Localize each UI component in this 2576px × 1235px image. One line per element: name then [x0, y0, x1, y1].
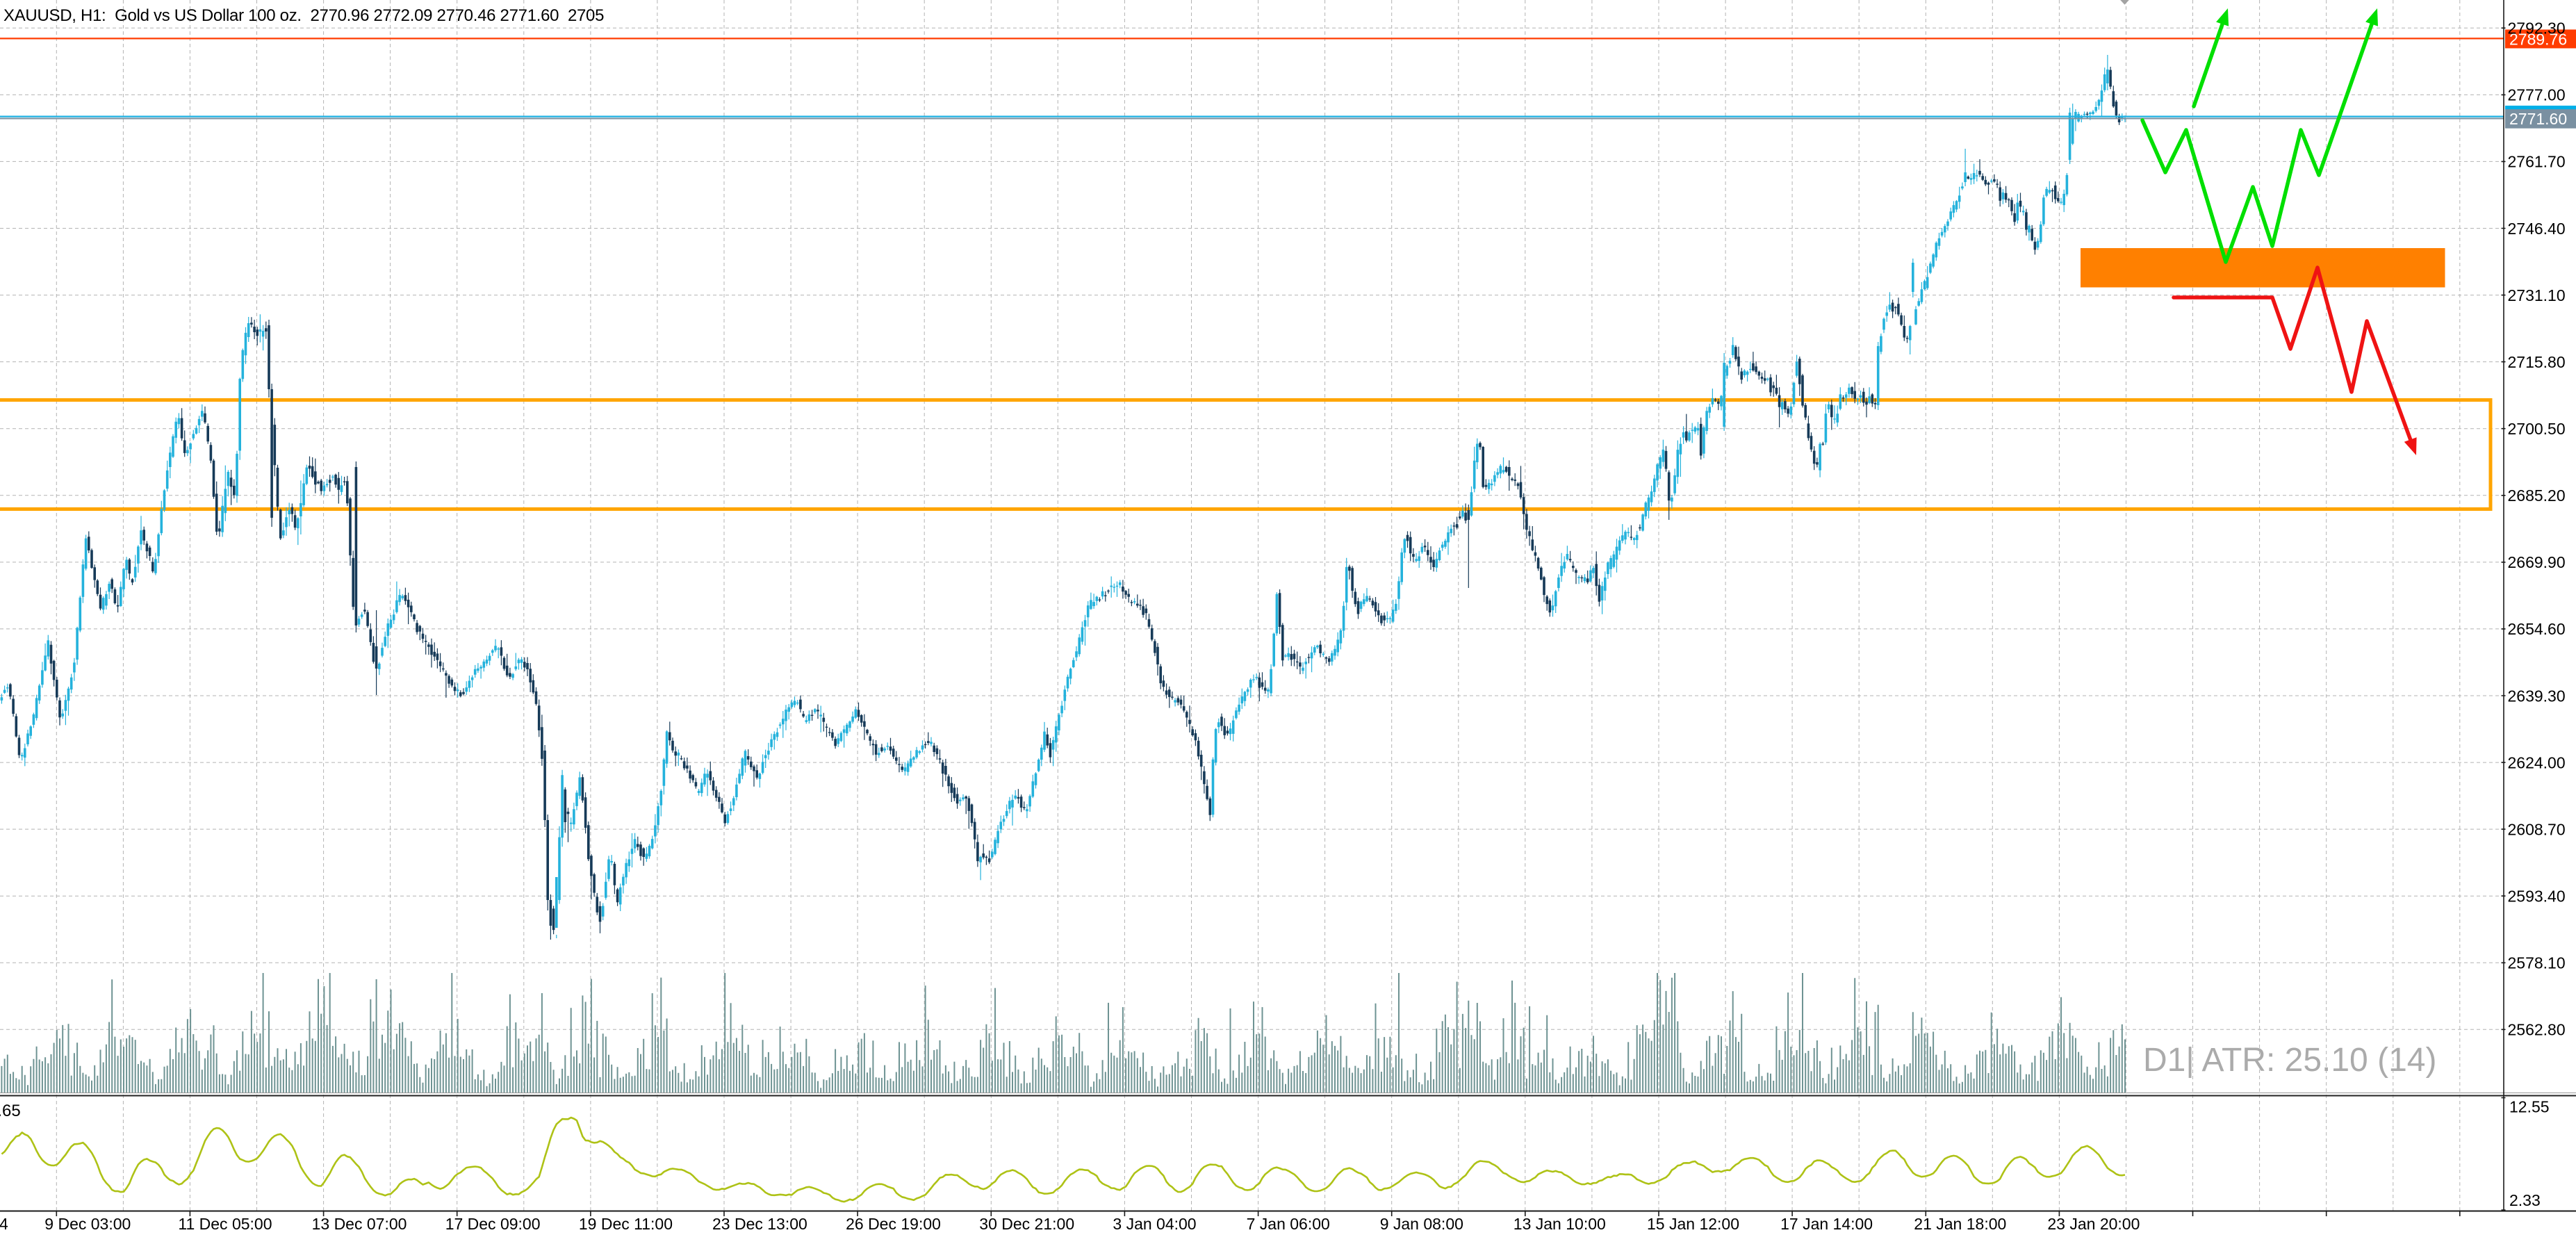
svg-text:13 Jan 10:00: 13 Jan 10:00 [1513, 1215, 1606, 1233]
svg-text:2792.30: 2792.30 [2508, 19, 2566, 38]
svg-text:2669.90: 2669.90 [2508, 553, 2566, 571]
svg-text:2715.80: 2715.80 [2508, 353, 2566, 371]
svg-text:2761.70: 2761.70 [2508, 153, 2566, 171]
svg-text:4.65: 4.65 [0, 1102, 21, 1120]
svg-text:17 Jan 14:00: 17 Jan 14:00 [1780, 1215, 1873, 1233]
svg-text:9 Jan 08:00: 9 Jan 08:00 [1380, 1215, 1463, 1233]
svg-text:2608.70: 2608.70 [2508, 820, 2566, 838]
svg-text:3 Jan 04:00: 3 Jan 04:00 [1113, 1215, 1196, 1233]
svg-text:17 Dec 09:00: 17 Dec 09:00 [445, 1215, 541, 1233]
svg-text:2777.00: 2777.00 [2508, 86, 2566, 104]
svg-text:XAUUSD, H1: Gold vs US Dollar: XAUUSD, H1: Gold vs US Dollar 100 oz. 27… [3, 6, 604, 25]
svg-text:2685.20: 2685.20 [2508, 486, 2566, 505]
svg-text:2746.40: 2746.40 [2508, 220, 2566, 238]
svg-text:2562.80: 2562.80 [2508, 1021, 2566, 1039]
svg-text:21 Jan 18:00: 21 Jan 18:00 [1914, 1215, 2006, 1233]
svg-text:11 Dec 05:00: 11 Dec 05:00 [178, 1215, 272, 1233]
svg-text:2731.10: 2731.10 [2508, 286, 2566, 304]
svg-text:23 Jan 20:00: 23 Jan 20:00 [2047, 1215, 2140, 1233]
svg-text:4: 4 [0, 1215, 8, 1233]
svg-text:30 Dec 21:00: 30 Dec 21:00 [979, 1215, 1074, 1233]
svg-text:2578.10: 2578.10 [2508, 954, 2566, 972]
svg-text:2771.60: 2771.60 [2509, 110, 2567, 128]
svg-text:2654.60: 2654.60 [2508, 620, 2566, 638]
svg-text:12.55: 12.55 [2509, 1098, 2550, 1116]
svg-text:23 Dec 13:00: 23 Dec 13:00 [712, 1215, 807, 1233]
svg-text:2.33: 2.33 [2509, 1191, 2541, 1209]
svg-text:26 Dec 19:00: 26 Dec 19:00 [846, 1215, 941, 1233]
svg-text:9 Dec 03:00: 9 Dec 03:00 [44, 1215, 131, 1233]
svg-text:2789.76: 2789.76 [2509, 31, 2567, 49]
svg-text:2700.50: 2700.50 [2508, 420, 2566, 438]
svg-text:13 Dec 07:00: 13 Dec 07:00 [312, 1215, 407, 1233]
svg-text:7 Jan 06:00: 7 Jan 06:00 [1247, 1215, 1330, 1233]
svg-text:2624.00: 2624.00 [2508, 753, 2566, 771]
svg-text:2639.30: 2639.30 [2508, 687, 2566, 705]
svg-text:15 Jan 12:00: 15 Jan 12:00 [1647, 1215, 1739, 1233]
svg-text:19 Dec 11:00: 19 Dec 11:00 [579, 1215, 673, 1233]
svg-text:D1| ATR: 25.10 (14): D1| ATR: 25.10 (14) [2143, 1042, 2436, 1079]
svg-text:2593.40: 2593.40 [2508, 888, 2566, 906]
